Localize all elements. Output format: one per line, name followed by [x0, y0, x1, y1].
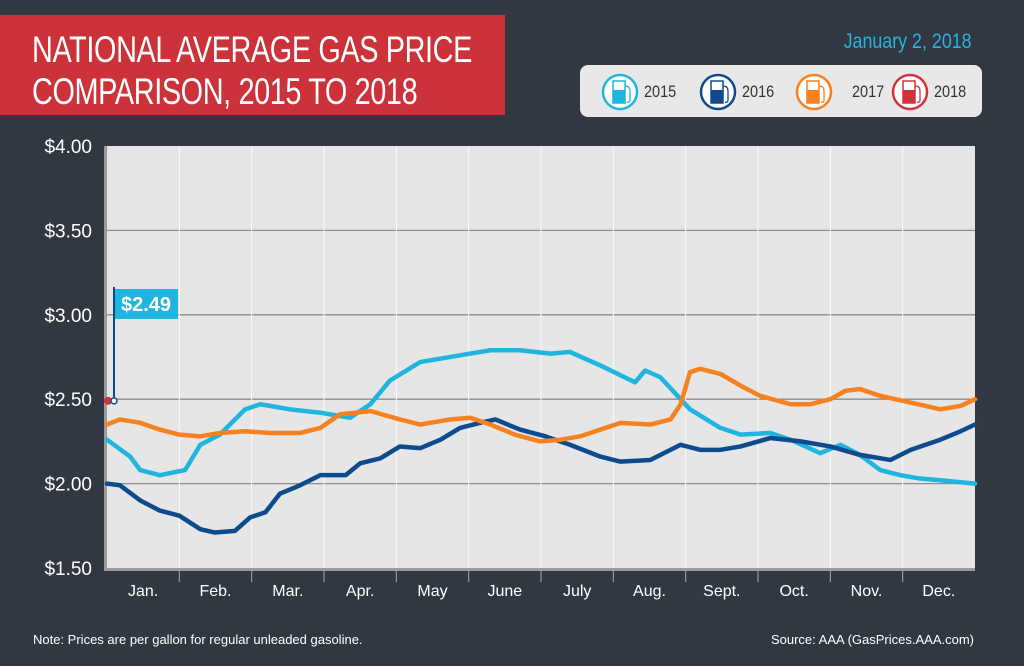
flag-label-box	[115, 289, 178, 319]
legend-item-2016: 2016	[698, 72, 780, 112]
x-tick-label: May	[417, 583, 447, 600]
point-2018	[104, 396, 112, 405]
y-tick-label: $3.00	[44, 306, 92, 327]
x-tick-label: July	[563, 583, 591, 600]
plot-area	[107, 146, 975, 568]
y-tick-label: $3.50	[44, 221, 92, 242]
flag-point	[110, 397, 118, 405]
y-tick-label: $2.50	[44, 390, 92, 411]
date-label: January 2, 2018	[843, 30, 972, 53]
y-tick-label: $1.50	[44, 559, 92, 580]
gas-pump-icon	[891, 73, 929, 111]
legend-label: 2018	[934, 82, 967, 101]
series-line-2017	[104, 366, 978, 444]
y-tick-label: $4.00	[44, 137, 92, 158]
flag-label: $2.49	[121, 294, 171, 316]
series-line-2016	[104, 417, 978, 535]
y-tick-label: $2.00	[44, 475, 92, 496]
x-tick-label: Dec.	[922, 583, 955, 600]
x-tick-label: Aug.	[633, 583, 666, 600]
legend: 2015 2016 2017 2018	[580, 65, 982, 117]
legend-item-2018: 2018	[890, 72, 972, 112]
footer-note: Note: Prices are per gallon for regular …	[33, 632, 363, 647]
x-tick-label: Mar.	[272, 583, 303, 600]
x-tick-label: Sept.	[703, 583, 740, 600]
x-tick-label: Jan.	[128, 583, 158, 600]
gas-pump-icon	[699, 73, 737, 111]
legend-label: 2017	[852, 82, 885, 101]
legend-item-2015: 2015	[600, 72, 682, 112]
series-line-2015	[104, 347, 978, 486]
chart-title-line2: COMPARISON, 2015 TO 2018	[32, 71, 418, 112]
x-tick-label: Apr.	[346, 583, 374, 600]
plot-bottom-shadow	[104, 568, 975, 571]
x-tick-label: June	[487, 583, 522, 600]
gas-pump-icon	[601, 73, 639, 111]
legend-item-2017: 2017	[794, 72, 890, 112]
x-tick-label: Nov.	[851, 583, 883, 600]
x-tick-label: Feb.	[199, 583, 231, 600]
title-banner: NATIONAL AVERAGE GAS PRICE COMPARISON, 2…	[0, 15, 505, 115]
legend-label: 2015	[644, 82, 677, 101]
gas-pump-icon	[795, 73, 833, 111]
x-tick-label: Oct.	[779, 583, 808, 600]
chart-title-line1: NATIONAL AVERAGE GAS PRICE	[32, 29, 472, 70]
plot-left-shadow	[104, 146, 107, 571]
legend-label: 2016	[742, 82, 775, 101]
footer-source: Source: AAA (GasPrices.AAA.com)	[770, 632, 974, 647]
